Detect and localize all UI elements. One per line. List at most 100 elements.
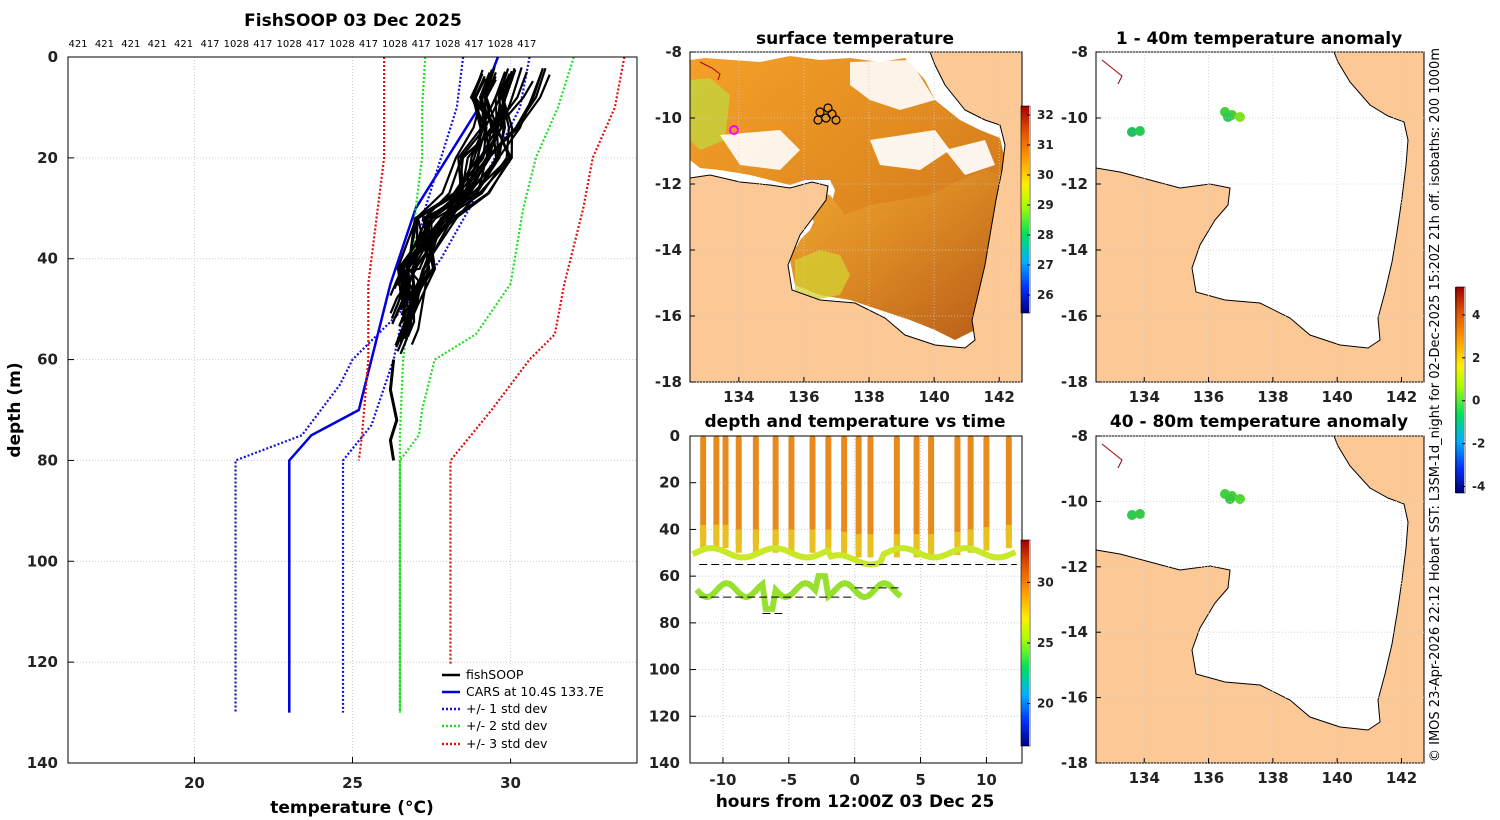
- map-ytick-label: -14: [1061, 623, 1088, 641]
- depth-time-cb-tick-label: 20: [1037, 697, 1054, 711]
- depth-time-ytick-label: 60: [659, 567, 680, 585]
- sst-cloud-4: [945, 140, 995, 175]
- map-xtick-label: 136: [1193, 769, 1224, 787]
- surface-cb-tick-label: 29: [1037, 198, 1054, 212]
- profile-xtick-label: 20: [184, 774, 205, 792]
- legend-box: [435, 665, 635, 759]
- profile-ytick-label: 120: [27, 653, 58, 671]
- fishsoop-trace: [406, 74, 551, 338]
- profile-top-label: 417: [359, 39, 378, 50]
- profile-top-label: 1028: [435, 39, 460, 50]
- profile-fishsoop-traces: [388, 66, 551, 461]
- map-ytick-label: -14: [655, 241, 682, 259]
- map-ytick-label: -10: [1061, 492, 1088, 510]
- anomaly-cb-tick-label: -4: [1472, 480, 1485, 494]
- surface-land-mass: [689, 51, 1023, 383]
- surface-colorbar-ticks: 26 27 28 29 30 31 32: [1020, 105, 1054, 314]
- surface-colorbar: [1021, 106, 1029, 313]
- depth-time-ytick-label: 0: [670, 427, 680, 445]
- fishsoop-trace: [391, 69, 493, 325]
- profile-top-label: 1028: [224, 39, 249, 50]
- anomaly2-land-mass: [1095, 435, 1425, 764]
- profile-top-labels: 421 421 421 421 421 417 1028 417 1028 417 1028 417 1…: [68, 39, 536, 50]
- sst-field-gulf: [790, 170, 1000, 340]
- profile-series-cars_plus_3sd: [449, 56, 626, 713]
- anomaly-cb-tick-label: 0: [1472, 394, 1480, 408]
- surface-cb-tick-label: 27: [1037, 258, 1054, 272]
- depth-time-ytick-label: 40: [659, 520, 680, 538]
- depth-time-panel: depth and temperature vs time -10 -5 0 5 100…: [649, 412, 1054, 812]
- profile-top-label: 421: [148, 39, 167, 50]
- credit-text: © IMOS 23-Apr-2026 22:12 Hobart SST: L3S…: [1428, 48, 1443, 762]
- map-xtick-label: 142: [1386, 769, 1417, 787]
- profile-legend: fishSOOP CARS at 10.4S 133.7E +/- 1 std …: [435, 665, 635, 759]
- map-ytick-label: -16: [655, 307, 682, 325]
- profile-top-label: 1028: [276, 39, 301, 50]
- profile-top-label: 1028: [488, 39, 513, 50]
- profile-ytick-label: 0: [48, 48, 58, 66]
- depth-time-ytick-label: 140: [649, 754, 680, 772]
- map-ytick-label: -10: [1061, 109, 1088, 127]
- profile-top-label: 421: [174, 39, 193, 50]
- map-ytick-label: -14: [1061, 241, 1088, 259]
- depth-time-data: [691, 435, 1017, 615]
- map-ytick-label: -12: [1061, 175, 1088, 193]
- surface-cb-tick-label: 32: [1037, 108, 1054, 122]
- depth-time-ytick-label: 20: [659, 474, 680, 492]
- fishsoop-trace: [398, 79, 500, 327]
- fishsoop-deep-trace: [388, 359, 399, 461]
- profile-series-cars_minus_2sd: [398, 56, 427, 713]
- anomaly1-ticks: 134 136 138 140 142 -8 -10 -12 -14 -16 -18: [1061, 43, 1424, 406]
- profile-ytick-label: 60: [37, 351, 58, 369]
- profile-series-cars_plus_1sd: [234, 56, 531, 713]
- profile-top-label: 417: [412, 39, 431, 50]
- profile-ytick-label: 100: [27, 552, 58, 570]
- profile-top-label: 417: [306, 39, 325, 50]
- depth-time-xtick-label: -5: [780, 771, 797, 789]
- map-ytick-label: -10: [655, 109, 682, 127]
- sst-cloud-3: [870, 130, 950, 170]
- legend-label-1sd: +/- 1 std dev: [466, 701, 548, 716]
- profile-ytick-label: 140: [27, 754, 58, 772]
- surface-river: [699, 61, 721, 81]
- surface-ticks: 134 136 138 140 142 -8 -10 -12 -14 -16 -18: [655, 43, 1022, 406]
- map-xtick-label: 142: [1386, 388, 1417, 406]
- profile-top-label: 417: [517, 39, 536, 50]
- anomaly2-axes-frame: [1095, 435, 1425, 764]
- fishsoop-trace: [393, 76, 513, 312]
- profile-series-cars_plus_2sd: [398, 56, 575, 713]
- depth-time-xtick-label: -10: [709, 771, 736, 789]
- depth-time-xlabel: hours from 12:00Z 03 Dec 25: [716, 792, 995, 812]
- map-ytick-label: -8: [665, 43, 682, 61]
- depth-time-cb-tick-label: 25: [1037, 636, 1054, 650]
- anomaly1-axes-frame: [1095, 51, 1425, 383]
- depth-time-ytick-label: 120: [649, 707, 680, 725]
- depth-time-ytick-label: 100: [649, 661, 680, 679]
- profile-ytick-label: 20: [37, 149, 58, 167]
- map-xtick-label: 142: [984, 388, 1015, 406]
- profile-xtick-label: 25: [342, 774, 363, 792]
- surface-cb-tick-label: 28: [1037, 228, 1054, 242]
- map-ytick-label: -16: [1061, 307, 1088, 325]
- sst-cloud-2: [720, 130, 800, 170]
- map-xtick-label: 138: [1257, 769, 1288, 787]
- legend-label-cars: CARS at 10.4S 133.7E: [466, 684, 604, 699]
- depth-time-colorbar-ticks: 20 25 30: [1020, 539, 1054, 747]
- map-xtick-label: 136: [1193, 388, 1224, 406]
- depth-time-xtick-label: 5: [915, 771, 925, 789]
- profile-top-label: 421: [68, 39, 87, 50]
- profile-top-label: 417: [464, 39, 483, 50]
- anomaly-colorbar: [1455, 287, 1464, 493]
- sst-cool-patch-nw: [690, 78, 730, 150]
- map-ytick-label: -18: [1061, 754, 1088, 772]
- surface-title: surface temperature: [756, 29, 954, 49]
- map-xtick-label: 134: [723, 388, 754, 406]
- map-xtick-label: 140: [1322, 769, 1353, 787]
- fishsoop-trace: [389, 78, 487, 314]
- legend-label-2sd: +/- 2 std dev: [466, 718, 548, 733]
- map-xtick-label: 138: [853, 388, 884, 406]
- anomaly1-river: [1101, 59, 1123, 85]
- map-xtick-label: 134: [1129, 769, 1160, 787]
